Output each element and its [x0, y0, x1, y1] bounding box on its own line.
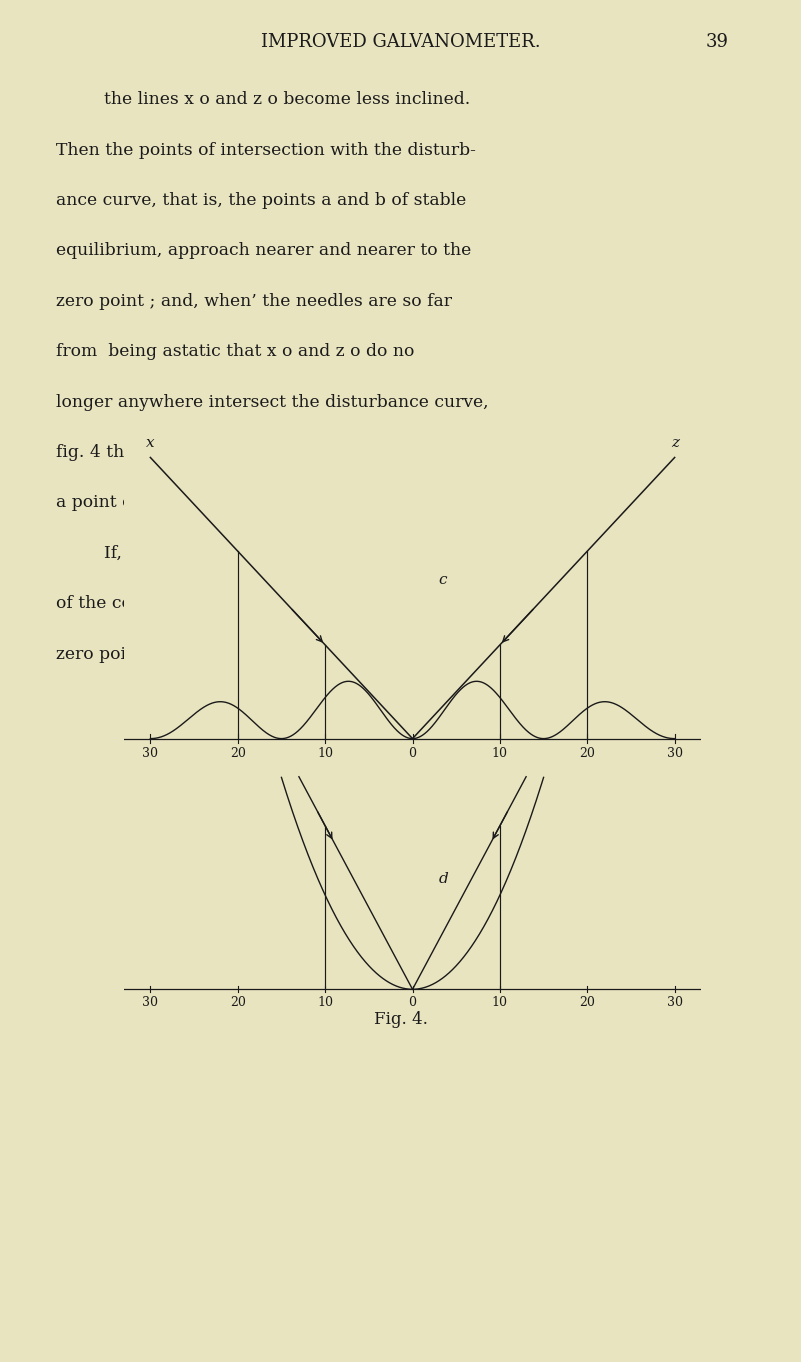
Text: 10: 10 [317, 748, 333, 760]
Text: Then the points of intersection with the disturb-: Then the points of intersection with the… [56, 142, 476, 158]
Text: 20: 20 [579, 996, 595, 1009]
Text: Fig. 4.: Fig. 4. [373, 1011, 428, 1027]
Text: from  being astatic that x o and z o do no: from being astatic that x o and z o do n… [56, 343, 414, 360]
Text: ance curve, that is, the points a and b of stable: ance curve, that is, the points a and b … [56, 192, 466, 208]
Text: 39: 39 [706, 33, 729, 50]
Text: zero point in a position of stable equilibrium, the: zero point in a position of stable equil… [56, 646, 483, 662]
Text: 10: 10 [317, 996, 333, 1009]
Text: 0: 0 [409, 748, 417, 760]
Text: z: z [670, 436, 678, 451]
Text: 10: 10 [492, 996, 508, 1009]
Text: c: c [439, 573, 447, 587]
Text: d: d [439, 873, 449, 887]
Text: x: x [146, 436, 155, 451]
Text: 20: 20 [230, 996, 246, 1009]
Text: the lines x o and z o become less inclined.: the lines x o and z o become less inclin… [104, 91, 470, 108]
Text: longer anywhere intersect the disturbance curve,: longer anywhere intersect the disturbanc… [56, 394, 489, 410]
Text: 20: 20 [579, 748, 595, 760]
Text: fig. 4 then results; the zero point itself becomes: fig. 4 then results; the zero point itse… [56, 444, 474, 460]
Text: 30: 30 [143, 996, 159, 1009]
Text: 30: 30 [143, 748, 159, 760]
Text: 30: 30 [666, 996, 682, 1009]
Text: of the coil, the needle cannot be brought upon the: of the coil, the needle cannot be brough… [56, 595, 495, 612]
Text: 10: 10 [492, 748, 508, 760]
Text: IMPROVED GALVANOMETER.: IMPROVED GALVANOMETER. [260, 33, 541, 50]
Text: If, in consequence of the disturbing influence: If, in consequence of the disturbing inf… [104, 545, 501, 561]
Text: equilibrium, approach nearer and nearer to the: equilibrium, approach nearer and nearer … [56, 242, 471, 259]
Text: 0: 0 [409, 996, 417, 1009]
Text: 20: 20 [230, 748, 246, 760]
Text: a point of stable equilibrium as in fig. 4, d.: a point of stable equilibrium as in fig.… [56, 494, 428, 511]
Text: 30: 30 [666, 748, 682, 760]
Text: zero point ; and, when’ the needles are so far: zero point ; and, when’ the needles are … [56, 293, 452, 309]
